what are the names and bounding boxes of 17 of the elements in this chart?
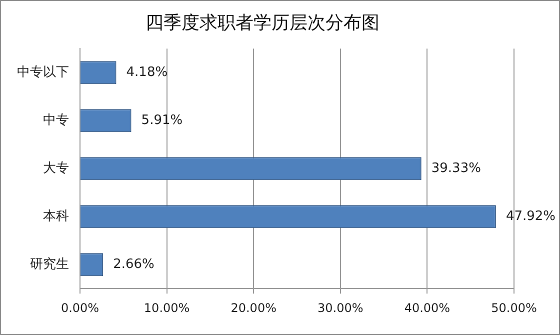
x-tick-label: 50.00%	[491, 300, 537, 315]
data-label: 2.66%	[113, 256, 154, 272]
data-label: 39.33%	[431, 160, 481, 176]
x-tick-label: 20.00%	[230, 300, 276, 315]
x-tick-label: 40.00%	[404, 300, 450, 315]
y-tick-label: 研究生	[30, 256, 69, 272]
y-tick-label: 大专	[43, 160, 69, 176]
data-label: 5.91%	[141, 112, 183, 128]
x-tick-label: 0.00%	[60, 300, 100, 315]
data-label: 4.18%	[126, 64, 168, 80]
data-label: 47.92%	[506, 208, 556, 224]
y-tick-label: 中专	[43, 112, 69, 128]
chart-title: 四季度求职者学历层次分布图	[146, 12, 380, 34]
y-tick-label: 本科	[43, 208, 69, 224]
y-tick-label: 中专以下	[17, 64, 69, 80]
x-tick-label: 10.00%	[144, 300, 190, 315]
x-tick-label: 30.00%	[318, 300, 364, 315]
